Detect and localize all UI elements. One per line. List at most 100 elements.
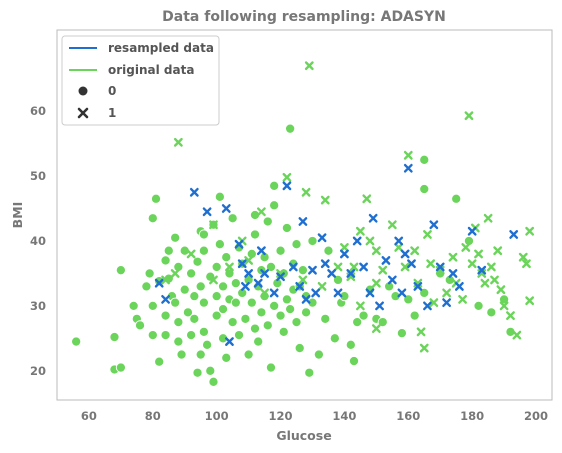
data-point xyxy=(486,262,496,272)
data-point xyxy=(214,191,225,202)
data-point xyxy=(141,281,152,292)
data-point xyxy=(282,172,292,182)
data-point xyxy=(176,349,187,360)
data-point xyxy=(349,262,359,272)
data-point xyxy=(186,249,196,259)
data-point xyxy=(209,275,218,285)
data-point xyxy=(409,310,420,321)
legend-circle-marker xyxy=(78,86,88,96)
data-point xyxy=(291,239,302,250)
y-tick-label: 60 xyxy=(30,104,46,118)
data-points xyxy=(71,61,535,387)
data-point xyxy=(262,216,273,227)
plot-frame xyxy=(56,29,553,401)
data-point xyxy=(147,213,158,224)
data-point xyxy=(477,265,487,275)
data-point xyxy=(161,294,170,304)
data-point xyxy=(256,246,266,256)
data-point xyxy=(230,278,241,289)
data-point xyxy=(218,281,229,292)
data-point xyxy=(311,288,321,298)
data-point xyxy=(230,297,241,308)
data-point xyxy=(198,297,209,308)
data-point xyxy=(253,278,263,288)
data-point xyxy=(144,268,155,279)
data-point xyxy=(333,262,343,272)
data-point xyxy=(496,285,506,295)
data-point xyxy=(291,317,302,328)
data-point xyxy=(359,262,368,272)
data-point xyxy=(269,180,280,191)
x-tick-label: 100 xyxy=(205,409,229,423)
data-point xyxy=(275,310,286,321)
data-point xyxy=(512,330,522,340)
chart-title: Data following resampling: ADASYN xyxy=(162,9,446,25)
data-point xyxy=(320,195,330,205)
data-point xyxy=(394,236,404,246)
data-point xyxy=(451,193,462,204)
data-point xyxy=(429,220,439,230)
data-point xyxy=(173,336,184,347)
data-point xyxy=(348,356,360,367)
data-point xyxy=(454,282,464,291)
data-point xyxy=(278,326,289,337)
data-point xyxy=(170,232,181,243)
data-point xyxy=(426,259,436,269)
data-point xyxy=(243,349,254,360)
data-point xyxy=(189,291,200,302)
data-point xyxy=(333,288,343,298)
data-point xyxy=(371,324,381,333)
data-point xyxy=(308,265,317,275)
data-point xyxy=(375,301,384,311)
data-point xyxy=(419,287,430,298)
data-point xyxy=(474,249,483,259)
data-point xyxy=(329,333,340,344)
legend-x-marker xyxy=(77,107,89,119)
data-point xyxy=(355,226,365,236)
data-point xyxy=(173,137,183,147)
data-point xyxy=(332,274,344,285)
data-point xyxy=(134,320,146,331)
data-point xyxy=(313,349,324,360)
x-tick-label: 160 xyxy=(396,409,420,423)
data-point xyxy=(400,249,410,259)
data-point xyxy=(387,220,397,230)
data-point xyxy=(253,336,264,347)
data-point xyxy=(147,330,158,341)
data-point xyxy=(448,252,458,262)
data-point xyxy=(221,352,232,363)
data-point xyxy=(378,265,388,275)
data-point xyxy=(298,217,308,226)
data-point xyxy=(371,278,381,288)
data-point xyxy=(493,246,503,256)
data-point xyxy=(221,204,231,213)
data-point xyxy=(214,239,225,250)
data-point xyxy=(518,252,528,262)
axis-ticks: 60 80 100 120 140 160 180 200 20 30 40 50 60 xyxy=(30,104,548,423)
data-point xyxy=(170,297,181,308)
data-point xyxy=(464,111,474,121)
data-point xyxy=(358,310,369,321)
data-point xyxy=(275,245,286,256)
data-point xyxy=(208,376,219,387)
data-point xyxy=(506,311,515,321)
data-point xyxy=(189,187,199,197)
data-point xyxy=(202,207,212,217)
legend-class-0-label: 0 xyxy=(108,84,116,98)
data-point xyxy=(522,259,531,269)
data-point xyxy=(192,256,203,267)
legend: resampled data original data 0 1 xyxy=(61,35,220,126)
data-point xyxy=(288,262,298,272)
data-point xyxy=(240,313,251,324)
data-point xyxy=(410,246,420,256)
data-point xyxy=(256,307,267,318)
data-point xyxy=(147,300,158,311)
data-point xyxy=(400,262,410,272)
data-point xyxy=(186,330,197,341)
data-point xyxy=(473,300,484,311)
data-point xyxy=(327,269,337,278)
data-point xyxy=(413,282,423,291)
data-point xyxy=(304,367,315,378)
data-point xyxy=(244,256,254,265)
data-point xyxy=(467,226,477,236)
